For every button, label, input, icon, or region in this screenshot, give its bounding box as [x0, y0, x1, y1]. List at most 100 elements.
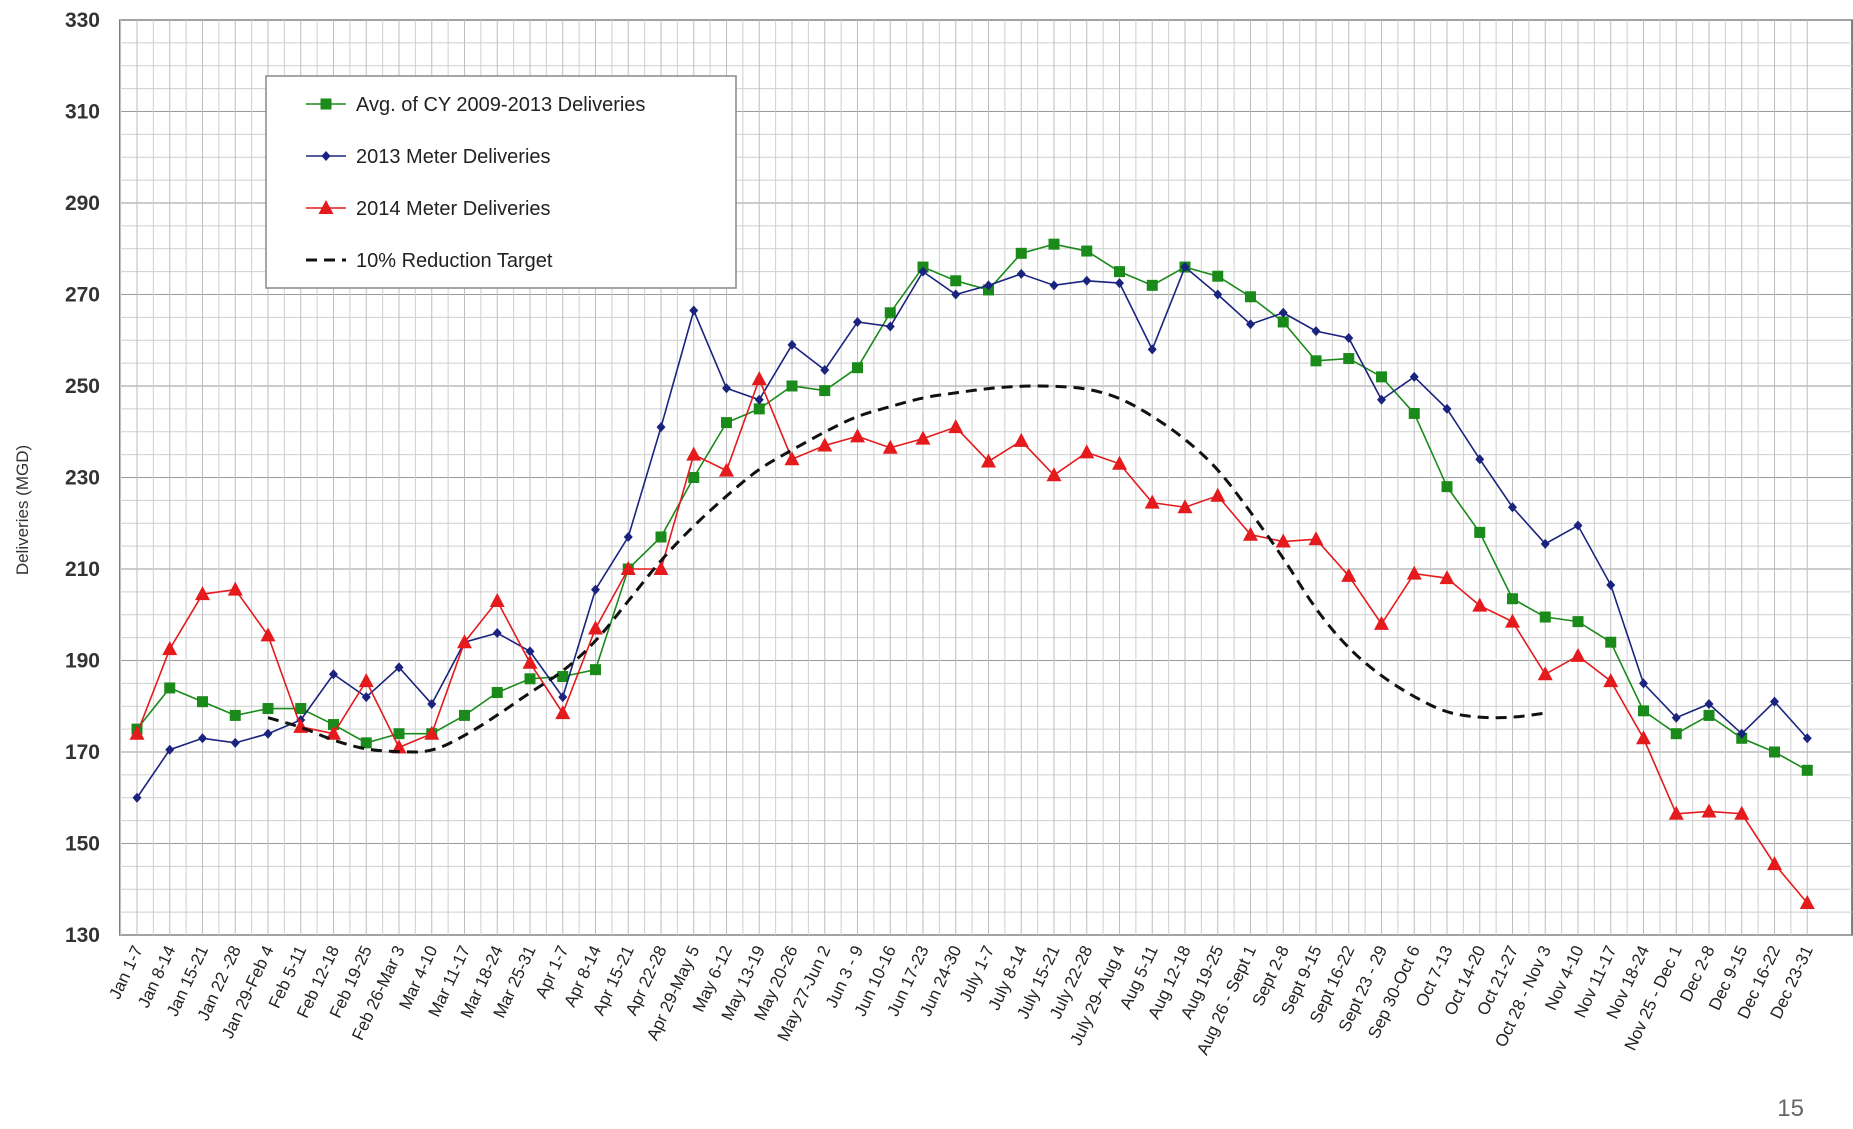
series-line — [136, 376, 1808, 904]
data-point-diamond — [591, 584, 600, 595]
data-point-triangle — [424, 725, 440, 740]
data-point-square — [1343, 353, 1355, 365]
data-point-square — [164, 682, 176, 694]
chart-series — [129, 238, 1815, 909]
y-tick-label: 170 — [65, 741, 100, 764]
data-point-square — [1703, 709, 1715, 721]
data-point-square — [1539, 611, 1551, 623]
data-point-square — [884, 307, 896, 319]
data-point-diamond — [754, 394, 764, 405]
data-point-square — [1048, 238, 1060, 250]
legend-item: 10% Reduction Target — [306, 250, 553, 272]
series-2 — [129, 371, 1815, 909]
data-point-triangle — [784, 451, 800, 466]
data-point-triangle — [1570, 647, 1586, 662]
data-point-square — [1376, 371, 1387, 383]
data-point-diamond — [1246, 319, 1255, 330]
legend-label: 10% Reduction Target — [356, 250, 553, 272]
data-point-triangle — [653, 561, 669, 575]
data-point-diamond — [329, 669, 338, 680]
data-point-diamond — [1213, 289, 1223, 300]
data-point-square — [786, 380, 798, 392]
data-point-square — [1146, 279, 1158, 291]
data-point-square — [819, 385, 831, 397]
series-1 — [132, 262, 1812, 803]
legend-box — [265, 75, 737, 289]
data-point-diamond — [1704, 698, 1714, 709]
legend-item: Avg. of CY 2009-2013 Deliveries — [306, 94, 645, 116]
data-point-square — [393, 728, 405, 740]
data-point-square — [688, 472, 700, 483]
data-point-diamond — [1475, 454, 1485, 465]
data-point-triangle — [1341, 567, 1357, 582]
data-point-diamond — [918, 266, 928, 277]
data-point-square — [328, 719, 339, 731]
y-axis-ticks: 130 150 170 190 210 230 250 270 290 310 330 — [65, 9, 100, 947]
legend-item: 2014 Meter Deliveries — [306, 198, 551, 220]
series-line-dashed — [267, 384, 1547, 754]
data-point-triangle — [1112, 455, 1127, 470]
data-point-triangle — [1177, 499, 1193, 514]
data-point-triangle — [1603, 673, 1619, 688]
data-point-triangle — [489, 593, 505, 608]
data-point-diamond — [1016, 268, 1026, 279]
y-tick-label: 330 — [65, 9, 100, 32]
data-point-triangle — [1243, 526, 1258, 541]
data-point-square — [1801, 764, 1813, 776]
data-point-diamond — [853, 316, 862, 327]
data-point-diamond — [1278, 307, 1288, 318]
data-point-triangle — [555, 705, 571, 720]
data-point-triangle — [162, 641, 178, 656]
y-tick-label: 190 — [65, 650, 100, 673]
data-point-triangle — [1668, 805, 1684, 820]
y-tick-label: 310 — [65, 101, 100, 124]
data-point-triangle — [948, 419, 964, 434]
legend-label: 2013 Meter Deliveries — [356, 146, 551, 168]
data-point-diamond — [1639, 678, 1648, 689]
data-point-diamond — [1606, 580, 1616, 591]
data-point-square — [1474, 526, 1486, 538]
data-point-diamond — [525, 646, 535, 657]
data-point-diamond — [1311, 326, 1321, 337]
data-point-square — [1212, 270, 1224, 282]
data-point-square — [852, 362, 863, 374]
data-point-square — [1572, 616, 1584, 628]
data-point-diamond — [394, 662, 404, 673]
y-axis-label: Deliveries (MGD) — [13, 445, 32, 575]
legend-item: 2013 Meter Deliveries — [306, 146, 551, 168]
data-point-square — [1310, 355, 1322, 367]
series-line — [136, 265, 1808, 799]
data-point-triangle — [1439, 570, 1455, 585]
data-point-square — [360, 737, 372, 749]
y-tick-label: 230 — [65, 467, 100, 490]
data-point-square — [197, 696, 208, 708]
data-point-triangle — [522, 654, 538, 669]
data-point-square — [1081, 245, 1093, 257]
y-tick-label: 290 — [65, 192, 100, 215]
data-point-diamond — [1573, 520, 1583, 531]
data-point-triangle — [1406, 565, 1422, 580]
data-point-triangle — [227, 581, 243, 596]
data-point-square — [590, 664, 601, 676]
data-point-diamond — [1770, 696, 1779, 707]
data-point-diamond — [1508, 502, 1517, 513]
data-point-triangle — [326, 725, 341, 740]
data-point-diamond — [623, 531, 633, 542]
data-point-triangle — [1701, 803, 1717, 818]
data-point-triangle — [588, 620, 603, 635]
data-point-square — [1507, 593, 1518, 605]
data-point-diamond — [132, 792, 142, 803]
chart-legend: Avg. of CY 2009-2013 Deliveries 2013 Mete… — [265, 75, 737, 289]
data-point-triangle — [1275, 533, 1291, 548]
data-point-triangle — [1013, 432, 1029, 447]
data-point-diamond — [558, 692, 568, 703]
data-point-diamond — [885, 321, 895, 332]
data-point-triangle — [751, 371, 767, 386]
y-tick-label: 270 — [65, 284, 100, 307]
y-tick-label: 210 — [65, 558, 100, 581]
data-point-triangle — [882, 439, 898, 454]
series-3 — [267, 384, 1547, 754]
data-point-diamond — [1442, 403, 1452, 414]
